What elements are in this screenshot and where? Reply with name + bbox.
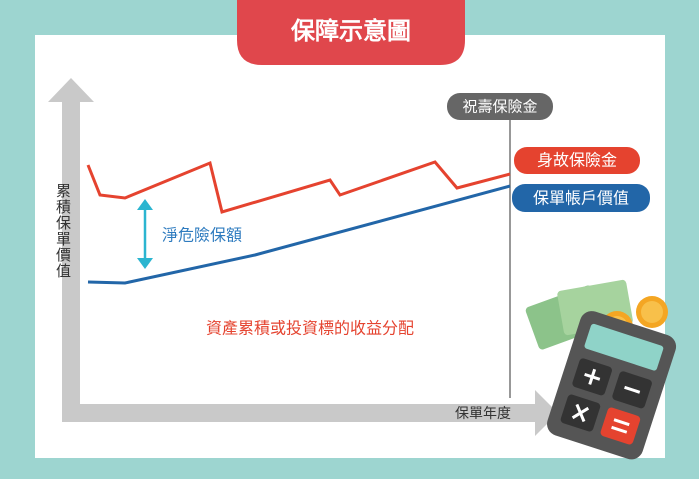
x-axis-label: 保單年度 <box>455 406 511 422</box>
account-label: 保單帳戶價值 <box>533 189 629 208</box>
title: 保障示意圖 <box>290 17 411 45</box>
canvas: 保障示意圖 保單年度 祝壽保險金 身故保險金 保單帳戶價值 淨危險保額 資產累積… <box>0 0 699 479</box>
note: 資產累積或投資標的收益分配 <box>206 319 414 338</box>
net-risk-label: 淨危險保額 <box>162 226 242 245</box>
maturity-label: 祝壽保險金 <box>462 98 537 116</box>
diagram: 保障示意圖 保單年度 祝壽保險金 身故保險金 保單帳戶價值 淨危險保額 資產累積… <box>0 0 699 479</box>
y-axis-label: 累積保單價值 <box>55 183 70 279</box>
death-label: 身故保險金 <box>537 151 617 170</box>
